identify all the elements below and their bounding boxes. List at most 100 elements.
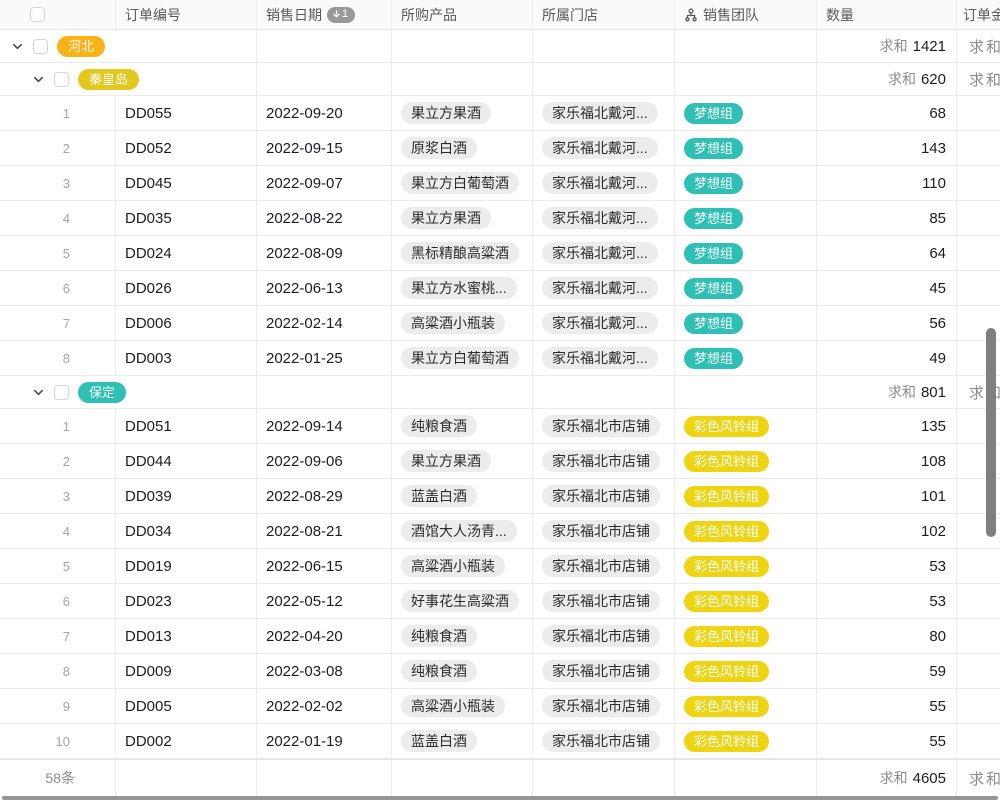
column-header-order-id[interactable]: 订单编号 [116,0,257,29]
amount-cell[interactable] [957,131,1000,165]
amount-cell[interactable] [957,236,1000,270]
quantity-cell[interactable]: 143 [817,131,957,165]
quantity-cell[interactable]: 80 [817,619,957,653]
column-header-team[interactable]: 销售团队 [675,0,817,29]
sale-date-cell[interactable]: 2022-02-02 [257,689,392,723]
quantity-cell[interactable]: 102 [817,514,957,548]
row-number[interactable]: 8 [0,654,116,688]
sale-date-cell[interactable]: 2022-09-15 [257,131,392,165]
product-cell[interactable]: 果立方水蜜桃... [392,271,533,305]
team-cell[interactable]: 彩色风铃组 [675,444,817,478]
chevron-down-icon[interactable] [11,40,24,53]
product-cell[interactable]: 黑标精酿高粱酒 [392,236,533,270]
row-number[interactable]: 6 [0,584,116,618]
group-checkbox[interactable] [54,71,69,87]
column-header-quantity[interactable]: 数量 [817,0,957,29]
row-number[interactable]: 9 [0,689,116,723]
order-id-cell[interactable]: DD019 [116,549,257,583]
select-all-checkbox[interactable] [30,7,45,22]
product-cell[interactable]: 纯粮食酒 [392,619,533,653]
column-header-store[interactable]: 所属门店 [533,0,675,29]
quantity-cell[interactable]: 53 [817,584,957,618]
store-cell[interactable]: 家乐福北戴河... [533,236,675,270]
sale-date-cell[interactable]: 2022-09-06 [257,444,392,478]
order-id-cell[interactable]: DD013 [116,619,257,653]
column-header-product[interactable]: 所购产品 [392,0,533,29]
row-number[interactable]: 7 [0,306,116,340]
team-cell[interactable]: 彩色风铃组 [675,479,817,513]
amount-cell[interactable] [957,166,1000,200]
order-id-cell[interactable]: DD034 [116,514,257,548]
store-cell[interactable]: 家乐福北市店铺 [533,584,675,618]
order-id-cell[interactable]: DD003 [116,341,257,375]
order-id-cell[interactable]: DD044 [116,444,257,478]
quantity-cell[interactable]: 135 [817,409,957,443]
sale-date-cell[interactable]: 2022-08-29 [257,479,392,513]
group-checkbox[interactable] [33,38,48,54]
team-cell[interactable]: 彩色风铃组 [675,619,817,653]
team-cell[interactable]: 彩色风铃组 [675,514,817,548]
group-label-cell[interactable]: 保定 [0,376,257,408]
order-id-cell[interactable]: DD009 [116,654,257,688]
order-id-cell[interactable]: DD005 [116,689,257,723]
amount-cell[interactable] [957,584,1000,618]
team-cell[interactable]: 彩色风铃组 [675,654,817,688]
amount-cell[interactable] [957,549,1000,583]
amount-cell[interactable] [957,724,1000,758]
store-cell[interactable]: 家乐福北市店铺 [533,549,675,583]
product-cell[interactable]: 原浆白酒 [392,131,533,165]
store-cell[interactable]: 家乐福北市店铺 [533,619,675,653]
product-cell[interactable]: 果立方果酒 [392,96,533,130]
vertical-scrollbar-thumb[interactable] [986,328,996,537]
chevron-down-icon[interactable] [32,73,45,86]
sale-date-cell[interactable]: 2022-06-15 [257,549,392,583]
quantity-cell[interactable]: 101 [817,479,957,513]
row-number[interactable]: 7 [0,619,116,653]
row-number[interactable]: 5 [0,236,116,270]
quantity-cell[interactable]: 55 [817,689,957,723]
order-id-cell[interactable]: DD026 [116,271,257,305]
order-id-cell[interactable]: DD002 [116,724,257,758]
sort-badge[interactable]: 1 [327,6,356,23]
store-cell[interactable]: 家乐福北市店铺 [533,514,675,548]
product-cell[interactable]: 高粱酒小瓶装 [392,689,533,723]
order-id-cell[interactable]: DD024 [116,236,257,270]
quantity-cell[interactable]: 108 [817,444,957,478]
product-cell[interactable]: 蓝盖白酒 [392,724,533,758]
horizontal-scrollbar-thumb[interactable] [2,796,998,800]
amount-cell[interactable] [957,201,1000,235]
product-cell[interactable]: 酒馆大人汤青... [392,514,533,548]
sale-date-cell[interactable]: 2022-09-20 [257,96,392,130]
quantity-cell[interactable]: 59 [817,654,957,688]
store-cell[interactable]: 家乐福北市店铺 [533,409,675,443]
product-cell[interactable]: 果立方白葡萄酒 [392,166,533,200]
row-number[interactable]: 1 [0,96,116,130]
store-cell[interactable]: 家乐福北市店铺 [533,444,675,478]
amount-cell[interactable] [957,689,1000,723]
sale-date-cell[interactable]: 2022-01-19 [257,724,392,758]
store-cell[interactable]: 家乐福北戴河... [533,201,675,235]
team-cell[interactable]: 彩色风铃组 [675,549,817,583]
group-label-cell[interactable]: 秦皇岛 [0,63,257,95]
sale-date-cell[interactable]: 2022-05-12 [257,584,392,618]
column-header-sale-date[interactable]: 销售日期 1 [257,0,392,29]
amount-cell[interactable] [957,271,1000,305]
row-number[interactable]: 2 [0,444,116,478]
store-cell[interactable]: 家乐福北戴河... [533,271,675,305]
product-cell[interactable]: 果立方果酒 [392,201,533,235]
product-cell[interactable]: 果立方果酒 [392,444,533,478]
team-cell[interactable]: 彩色风铃组 [675,724,817,758]
quantity-cell[interactable]: 55 [817,724,957,758]
group-checkbox[interactable] [54,384,69,400]
quantity-cell[interactable]: 85 [817,201,957,235]
amount-cell[interactable] [957,619,1000,653]
team-cell[interactable]: 彩色风铃组 [675,584,817,618]
store-cell[interactable]: 家乐福北市店铺 [533,724,675,758]
quantity-cell[interactable]: 45 [817,271,957,305]
team-cell[interactable]: 梦想组 [675,201,817,235]
chevron-down-icon[interactable] [32,386,45,399]
order-id-cell[interactable]: DD006 [116,306,257,340]
sale-date-cell[interactable]: 2022-01-25 [257,341,392,375]
store-cell[interactable]: 家乐福北戴河... [533,131,675,165]
quantity-cell[interactable]: 68 [817,96,957,130]
